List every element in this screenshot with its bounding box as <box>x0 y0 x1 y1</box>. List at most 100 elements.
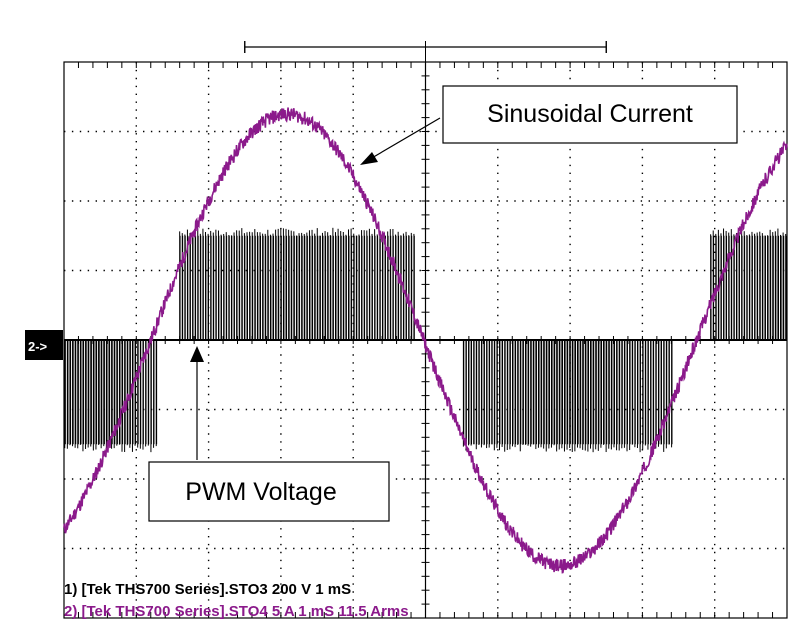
pwm-pulse <box>111 340 113 445</box>
pwm-pulse <box>312 235 314 340</box>
pwm-pulse <box>785 235 787 340</box>
pwm-pulse <box>593 340 595 445</box>
pwm-pulse <box>64 340 66 445</box>
pwm-pulse <box>777 235 780 340</box>
pwm-pulse <box>567 340 569 445</box>
ground-marker-box <box>25 330 63 360</box>
pwm-pulse <box>587 340 590 445</box>
pwm-pulse <box>522 340 524 445</box>
pwm-pulse <box>515 340 517 445</box>
pwm-pulse <box>548 340 550 445</box>
pwm-pulse <box>574 340 577 445</box>
pwm-pulse <box>554 340 556 445</box>
pwm-pulse <box>556 340 558 445</box>
pwm-pulse <box>103 340 105 445</box>
pwm-pulse <box>119 340 121 445</box>
pwm-pulse <box>262 235 264 340</box>
pwm-pulse <box>280 235 282 340</box>
pwm-pulse <box>517 340 519 445</box>
ground-marker: 2-> <box>25 330 63 360</box>
time-window-bracket <box>244 41 607 62</box>
pwm-pulse <box>296 235 298 340</box>
pwm-pulse <box>299 235 301 340</box>
pwm-pulse <box>520 340 522 445</box>
pwm-pulse <box>67 340 69 445</box>
pwm-pulse <box>114 340 116 445</box>
pwm-pulse <box>590 340 592 445</box>
pwm-pulse <box>546 340 548 445</box>
pwm-pulse <box>306 235 308 340</box>
channel-2-readout: 2) [Tek THS700 Series].STO4 5 A 1 mS 11.… <box>64 603 409 620</box>
pwm-pulse <box>335 235 337 340</box>
ground-marker-label: 2-> <box>28 339 48 354</box>
pwm-pulse <box>533 340 535 445</box>
pwm-pulse <box>98 340 100 445</box>
pwm-pulse <box>325 235 327 340</box>
pwm-pulse <box>577 340 579 445</box>
pwm-pulse <box>611 340 613 445</box>
pwm-pulse <box>129 340 131 445</box>
pwm-pulse <box>319 235 321 340</box>
channel-readouts: 1) [Tek THS700 Series].STO3 200 V 1 mS 2… <box>64 581 409 620</box>
pwm-pulse <box>301 235 303 340</box>
current-waveform <box>63 107 788 574</box>
pwm-pulse <box>283 235 285 340</box>
pwm-pulse <box>135 340 137 445</box>
pwm-pulse <box>572 340 574 445</box>
pwm-pulse <box>93 340 95 445</box>
pwm-pulse <box>338 235 340 340</box>
pwm-pulse <box>116 340 118 445</box>
current-arrow-line <box>364 117 441 163</box>
pwm-pulse <box>564 340 566 445</box>
pwm-pulse <box>85 340 87 445</box>
pwm-pulse <box>764 235 766 340</box>
pwm-pulse <box>783 235 785 340</box>
pwm-pulse <box>600 340 603 445</box>
pwm-pulse <box>616 340 618 445</box>
pwm-pulse <box>75 340 77 445</box>
pwm-pulse <box>525 340 527 445</box>
pwm-pulse <box>95 340 98 445</box>
pwm-pulse <box>127 340 129 445</box>
pwm-pulse <box>77 340 79 445</box>
pwm-pulse <box>317 235 319 340</box>
pwm-pulse <box>538 340 540 445</box>
pwm-pulse <box>275 235 277 340</box>
pwm-pulse <box>322 235 324 340</box>
pwm-pulse <box>69 340 72 445</box>
current-label-box <box>442 85 738 144</box>
pwm-pulse <box>585 340 587 445</box>
pwm-pulse <box>122 340 124 445</box>
pwm-pulse <box>309 235 311 340</box>
channel-1-readout: 1) [Tek THS700 Series].STO3 200 V 1 mS <box>64 581 351 598</box>
pwm-pulse <box>608 340 610 445</box>
pwm-pulse <box>304 235 306 340</box>
pwm-pulse <box>270 235 272 340</box>
pwm-pulse <box>332 235 334 340</box>
pwm-pulse <box>775 235 777 340</box>
pwm-pulse <box>561 340 564 445</box>
pwm-pulse <box>286 235 288 340</box>
pwm-pulse <box>582 340 584 445</box>
current-arrow-head <box>360 152 378 165</box>
pwm-pulse <box>595 340 597 445</box>
sinusoidal-current-trace <box>63 107 788 574</box>
pwm-pulse <box>598 340 600 445</box>
pwm-pulse <box>535 340 537 445</box>
pwm-pulse <box>327 235 329 340</box>
pwm-pulse <box>267 235 269 340</box>
voltage-arrow-head <box>190 346 204 362</box>
pwm-pulse <box>606 340 608 445</box>
pwm-pulse <box>82 340 85 445</box>
pwm-pulse <box>767 235 769 340</box>
pwm-pulse <box>569 340 571 445</box>
pwm-pulse <box>278 235 280 340</box>
pwm-pulse <box>293 235 295 340</box>
pwm-pulse <box>265 235 267 340</box>
pwm-pulse <box>613 340 616 445</box>
pwm-pulse <box>780 235 782 340</box>
pwm-pulse <box>291 235 293 340</box>
pwm-pulse <box>551 340 553 445</box>
pwm-pulse <box>559 340 561 445</box>
